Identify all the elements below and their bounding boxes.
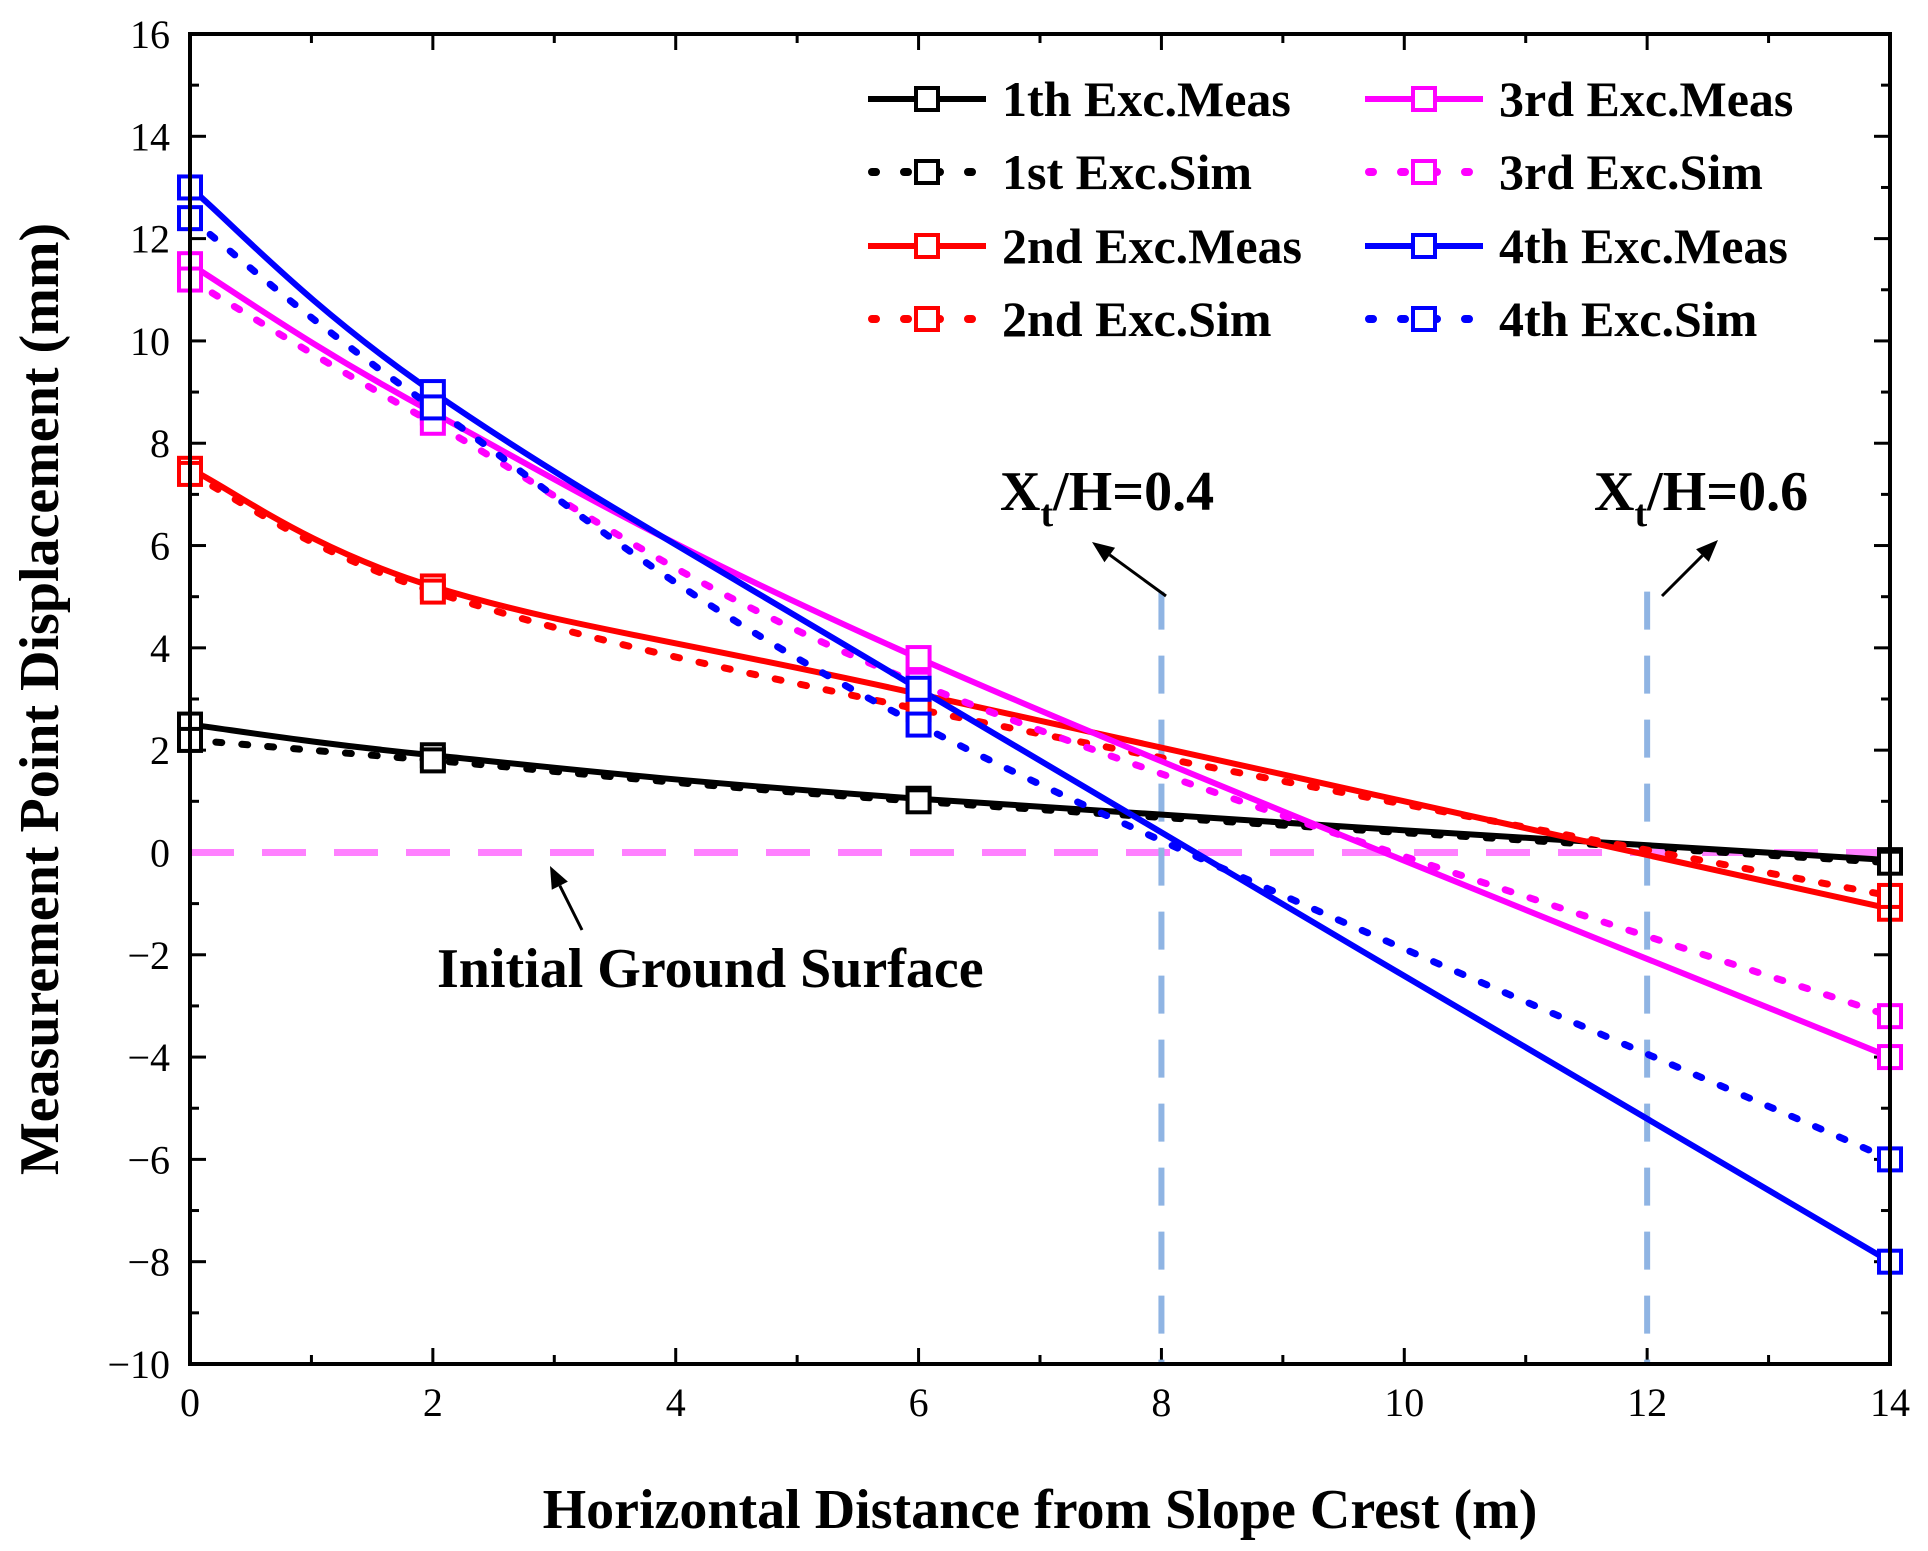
plot-frame <box>188 32 1892 1366</box>
y-tick-label: 16 <box>130 12 170 57</box>
y-tick-label: −10 <box>107 1342 170 1387</box>
initial-ground-surface-arrowhead <box>550 866 568 890</box>
legend-label-4th-exc-sim: 4th Exc.Sim <box>1499 291 1757 347</box>
legend: 1th Exc.Meas 1st Exc.Sim 2nd Exc.Meas 2nd E… <box>868 71 1793 347</box>
x-tick-label: 6 <box>909 1380 929 1425</box>
legend-marker-1st-exc-sim <box>914 159 940 185</box>
series-line-4th-exc-meas <box>188 185 1892 1265</box>
y-tick-label: −2 <box>127 933 170 978</box>
legend-marker-4th-exc-meas <box>1411 233 1437 259</box>
y-tick-label: −4 <box>127 1035 170 1080</box>
tick-labels: 0 2 4 6 8 10 12 14 −10 −8 −6 −4 −2 0 2 4 6 8 10 12 14 16 <box>107 12 1910 1425</box>
x-axis-title: Horizontal Distance from Slope Crest (m) <box>543 1479 1538 1541</box>
series-line-3rd-exc-meas <box>188 261 1892 1060</box>
xt-h-04-label-x: X <box>1000 461 1040 523</box>
xt-h-06-label-rest: /H=0.6 <box>1646 461 1808 523</box>
initial-ground-surface-label: Initial Ground Surface <box>437 938 984 1000</box>
legend-label-2nd-exc-sim: 2nd Exc.Sim <box>1002 291 1272 347</box>
y-tick-label: 4 <box>150 626 170 671</box>
series-layer <box>186 185 1894 1265</box>
legend-marker-1th-exc-meas <box>914 86 940 112</box>
xt-h-04-label-rest: /H=0.4 <box>1052 461 1214 523</box>
x-tick-label: 14 <box>1870 1380 1910 1425</box>
x-tick-label: 8 <box>1151 1380 1171 1425</box>
data-point-4th-exc-sim <box>419 394 446 421</box>
xt-h-04-label-sub: t <box>1040 493 1053 535</box>
legend-marker-4th-exc-sim <box>1411 306 1437 332</box>
legend-label-2nd-exc-meas: 2nd Exc.Meas <box>1002 218 1302 274</box>
series-line-4th-exc-sim <box>186 214 1894 1163</box>
y-tick-label: 8 <box>150 421 170 466</box>
x-tick-label: 2 <box>423 1380 443 1425</box>
legend-label-3rd-exc-sim: 3rd Exc.Sim <box>1499 144 1763 200</box>
xt-h-04-arrowhead <box>1092 542 1116 563</box>
y-tick-label: −6 <box>127 1137 170 1182</box>
y-axis-title: Measurement Point Displacement (mm) <box>9 223 71 1175</box>
annotations: Initial Ground Surface Xt/H=0.4 Xt/H=0.6 <box>437 461 1808 1000</box>
xt-h-06-label-x: X <box>1594 461 1634 523</box>
x-tick-label: 4 <box>666 1380 686 1425</box>
y-tick-label: 14 <box>130 114 170 159</box>
data-point-4th-exc-meas <box>905 675 932 702</box>
series-line-2nd-exc-sim <box>186 470 1894 900</box>
legend-marker-3rd-exc-sim <box>1411 159 1437 185</box>
xt-h-06-label-sub: t <box>1634 493 1647 535</box>
data-point-2nd-exc-sim <box>419 578 446 605</box>
xt-h-06-arrowhead <box>1696 540 1718 562</box>
y-tick-label: 10 <box>130 319 170 364</box>
series-line-2nd-exc-meas <box>188 466 1891 912</box>
legend-marker-2nd-exc-sim <box>914 306 940 332</box>
x-tick-label: 0 <box>180 1380 200 1425</box>
xt-h-06-arrow <box>1660 554 1704 598</box>
legend-label-1th-exc-meas: 1th Exc.Meas <box>1002 71 1291 127</box>
series-line-3rd-exc-sim <box>186 276 1894 1020</box>
xt-h-04-arrow <box>1108 553 1167 598</box>
legend-label-4th-exc-meas: 4th Exc.Meas <box>1499 218 1788 274</box>
reference-lines <box>190 591 1890 1364</box>
legend-label-1st-exc-sim: 1st Exc.Sim <box>1002 144 1252 200</box>
y-tick-label: 12 <box>130 217 170 262</box>
y-tick-label: −8 <box>127 1240 170 1285</box>
legend-marker-3rd-exc-meas <box>1411 86 1437 112</box>
y-tick-label: 6 <box>150 524 170 569</box>
series-line-1st-exc-sim <box>186 736 1894 867</box>
legend-label-3rd-exc-meas: 3rd Exc.Meas <box>1499 71 1793 127</box>
legend-marker-2nd-exc-meas <box>914 233 940 259</box>
x-tick-label: 12 <box>1627 1380 1667 1425</box>
y-tick-label: 2 <box>150 728 170 773</box>
data-point-1st-exc-sim <box>419 747 446 774</box>
xt-h-06-label: Xt/H=0.6 <box>1594 461 1808 535</box>
xt-h-04-label: Xt/H=0.4 <box>1000 461 1214 535</box>
x-tick-label: 10 <box>1384 1380 1424 1425</box>
initial-ground-surface-arrow <box>558 885 584 931</box>
data-point-3rd-exc-meas <box>905 645 932 672</box>
data-point-1st-exc-sim <box>905 788 932 815</box>
data-point-4th-exc-sim <box>905 711 932 738</box>
y-tick-label: 0 <box>150 830 170 875</box>
